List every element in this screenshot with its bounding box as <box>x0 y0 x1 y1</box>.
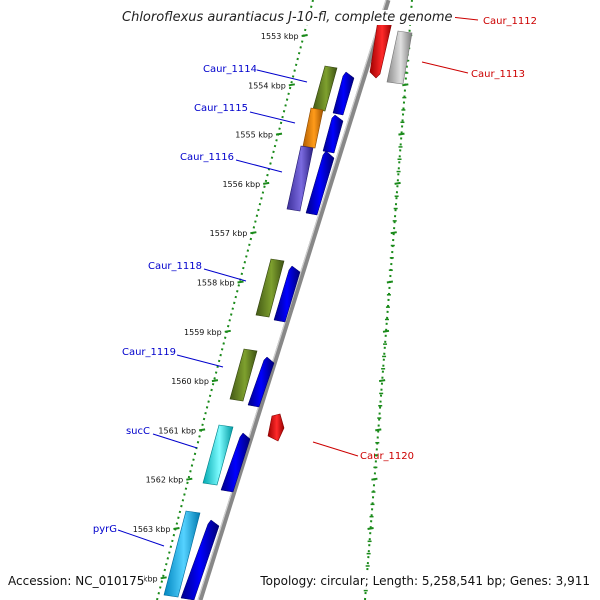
label-caur-1112[interactable]: Caur_1112 <box>483 16 537 27</box>
label-pyrg[interactable]: pyrG <box>93 524 117 535</box>
cds-arrow-2 <box>322 114 344 154</box>
kbp-label: 1557 kbp <box>210 229 248 238</box>
major-tick-inner <box>198 428 206 432</box>
accession-text: Accession: NC_010175 <box>8 574 145 588</box>
gene-feature-pyrg <box>163 510 201 598</box>
genome-title: Chloroflexus aurantiacus J-10-fl, comple… <box>122 10 455 25</box>
major-tick-inner <box>224 329 231 333</box>
gene-feature-caur-1114 <box>312 65 338 112</box>
leader-caur-1115 <box>249 111 296 124</box>
kbp-label: 1562 kbp <box>146 476 184 485</box>
label-caur-1115[interactable]: Caur_1115 <box>194 103 248 114</box>
cds-arrow-6 <box>220 432 251 493</box>
major-tick-inner <box>301 34 308 37</box>
gene-feature-caur-1118 <box>255 258 285 318</box>
cds-arrow-4 <box>273 265 301 323</box>
gene-feature-caur-1113 <box>386 30 413 85</box>
gene-feature-caur-1112 <box>369 19 393 79</box>
major-tick-outer <box>382 329 390 333</box>
leader-caur-1116 <box>235 159 283 173</box>
kbp-label: 1555 kbp <box>235 131 273 140</box>
kbp-label: 1560 kbp <box>171 377 209 386</box>
gene-feature-caur-1115 <box>302 107 324 149</box>
leader-caur-1114 <box>256 69 308 83</box>
inner-scale-line <box>156 0 314 600</box>
kbp-label: 1561 kbp <box>158 426 196 435</box>
kbp-label: 1559 kbp <box>184 328 222 337</box>
major-tick-outer <box>390 231 397 235</box>
cds-arrow-1 <box>332 71 355 116</box>
cds-arrow-3 <box>305 150 335 216</box>
major-tick-inner <box>211 379 219 383</box>
label-succ[interactable]: sucC <box>126 426 150 437</box>
kbp-label: 1554 kbp <box>248 81 286 90</box>
label-caur-1120[interactable]: Caur_1120 <box>360 451 414 462</box>
major-tick-inner <box>173 527 180 530</box>
gene-feature-caur-1116 <box>286 145 314 212</box>
gene-feature-caur-1120 <box>267 413 285 442</box>
kbp-label: 1563 kbp <box>133 525 171 534</box>
major-tick-inner <box>263 181 270 185</box>
major-tick-outer <box>398 132 405 136</box>
kbp-label: 1556 kbp <box>222 180 260 189</box>
genome-backbone <box>197 0 391 600</box>
label-caur-1119[interactable]: Caur_1119 <box>122 347 176 358</box>
major-tick-outer <box>386 280 394 284</box>
major-tick-inner <box>237 280 244 284</box>
kbp-label: 1553 kbp <box>261 32 299 41</box>
major-tick-outer <box>367 527 374 530</box>
cds-arrow-5 <box>247 356 275 408</box>
leader-caur-1119 <box>176 354 224 368</box>
leader-succ <box>152 433 198 449</box>
gene-feature-succ <box>202 424 234 486</box>
outer-scale-line <box>364 0 413 600</box>
label-caur-1114[interactable]: Caur_1114 <box>203 64 257 75</box>
major-tick-inner <box>186 477 193 481</box>
leader-pyrg <box>117 529 165 547</box>
genome-backbone-highlight <box>197 0 387 600</box>
leader-caur-1118 <box>203 268 247 282</box>
leader-caur-1120 <box>312 441 359 457</box>
kbp-label: 1558 kbp <box>197 279 235 288</box>
major-tick-inner <box>275 132 283 136</box>
label-caur-1113[interactable]: Caur_1113 <box>471 69 525 80</box>
major-tick-inner <box>250 231 257 235</box>
major-tick-outer <box>402 83 409 87</box>
label-caur-1118[interactable]: Caur_1118 <box>148 261 202 272</box>
major-tick-outer <box>394 181 401 185</box>
major-tick-outer <box>371 477 378 481</box>
major-tick-inner <box>288 83 295 87</box>
gene-feature-caur-1119 <box>229 348 258 402</box>
tick-marks <box>160 34 413 592</box>
kbp-labels: 1553 kbp 1554 kbp 1555 kbp 1556 kbp 1557 kbp… <box>120 32 299 583</box>
cds-arrow-7 <box>180 519 220 600</box>
genome-summary-text: Topology: circular; Length: 5,258,541 bp… <box>260 574 590 588</box>
major-tick-outer <box>375 428 382 432</box>
major-tick-inner <box>160 576 167 580</box>
major-tick-outer <box>378 379 386 383</box>
leader-caur-1113 <box>421 61 469 74</box>
label-caur-1116[interactable]: Caur_1116 <box>180 152 234 163</box>
